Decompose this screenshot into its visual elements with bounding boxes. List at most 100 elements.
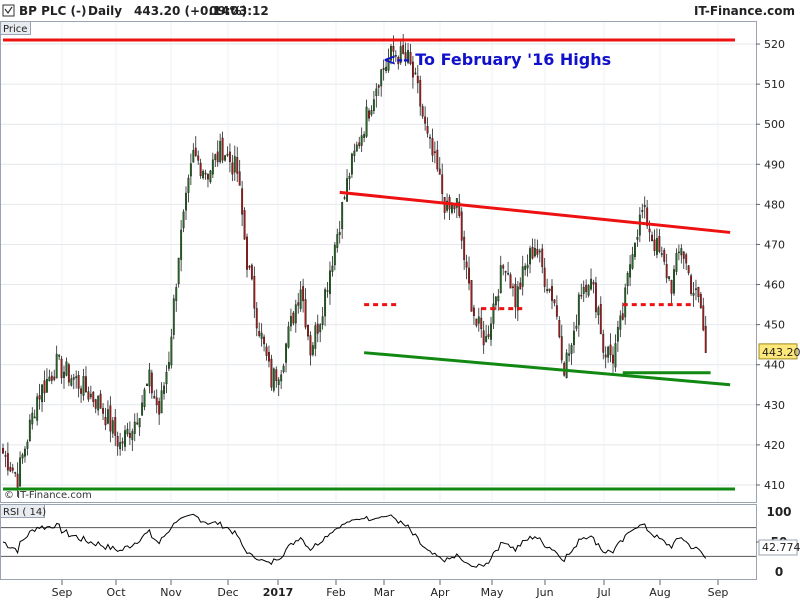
candle-up: [272, 368, 275, 391]
candle-up: [497, 295, 500, 302]
candle-up: [363, 134, 366, 138]
price-panel-tab[interactable]: [0, 21, 31, 35]
candle-down: [302, 286, 305, 302]
candle-up: [494, 296, 497, 306]
candle-down: [646, 207, 649, 227]
candle-up: [516, 286, 519, 311]
candle-down: [316, 323, 319, 334]
candle-down: [67, 364, 70, 383]
candle-down: [409, 51, 412, 65]
candle-down: [470, 280, 473, 312]
candle-down: [458, 201, 461, 216]
candle-down: [609, 344, 612, 356]
candle-down: [531, 247, 534, 259]
candle-down: [592, 281, 595, 285]
candle-up: [185, 192, 187, 211]
candle-up: [619, 315, 622, 330]
candle-up: [399, 46, 402, 63]
candle-up: [629, 264, 632, 278]
candle-down: [443, 196, 446, 213]
candle-down: [402, 45, 405, 54]
candle-down: [99, 393, 102, 409]
candle-up: [214, 154, 217, 160]
candle-up: [180, 229, 183, 260]
candle-down: [248, 265, 251, 268]
price-tick-label: 460: [764, 279, 785, 292]
rsi-line: [2, 513, 707, 568]
candle-down: [536, 248, 539, 255]
candle-up: [24, 448, 26, 457]
candle-down: [685, 254, 688, 264]
price-tick-label: 470: [764, 238, 785, 251]
candle-up: [333, 244, 336, 266]
candle-down: [102, 408, 104, 414]
candle-down: [258, 331, 261, 336]
candle-up: [370, 110, 373, 115]
candle-down: [404, 52, 407, 60]
candle-up: [143, 389, 146, 408]
candle-up: [348, 175, 351, 180]
candle-down: [9, 466, 12, 472]
candle-up: [36, 396, 39, 421]
rsi-panel-tab[interactable]: [0, 504, 45, 518]
candle-up: [233, 156, 236, 173]
channel-resistance-line: [339, 190, 731, 234]
candle-up: [360, 135, 363, 146]
price-panel-label: Price: [3, 24, 27, 35]
candle-down: [236, 157, 239, 174]
candle-down: [543, 267, 546, 287]
menu-square-icon[interactable]: [2, 4, 15, 17]
candle-down: [304, 299, 307, 328]
candle-up: [533, 247, 536, 257]
candle-down: [480, 317, 483, 330]
candle-down: [194, 147, 197, 156]
candle-up: [189, 163, 192, 177]
candle-down: [128, 432, 131, 438]
candle-up: [299, 289, 302, 309]
candle-up: [350, 153, 353, 175]
candle-down: [309, 335, 312, 356]
candle-down: [504, 271, 507, 273]
candle-up: [490, 323, 492, 340]
candle-down: [438, 168, 441, 175]
candle-down: [358, 142, 361, 147]
candle-up: [141, 402, 144, 416]
candle-up: [331, 265, 334, 272]
candle-down: [382, 67, 385, 70]
candle-down: [699, 293, 702, 309]
candle-up: [614, 343, 617, 368]
channel-support-line: [363, 351, 731, 387]
candle-down: [585, 284, 588, 293]
candle-down: [114, 417, 117, 436]
candle-up: [324, 289, 327, 317]
candle-up: [336, 234, 339, 248]
x-tick-label: Feb: [326, 586, 345, 599]
candle-up: [26, 441, 29, 449]
candle-down: [11, 467, 14, 471]
annotation-text: <-- To February '16 Highs: [383, 50, 611, 69]
candle-up: [526, 264, 529, 269]
candle-up: [48, 376, 51, 382]
header-symbol: BP PLC (-): [19, 4, 87, 18]
candle-down: [392, 45, 395, 52]
price-tick-label: 480: [764, 198, 785, 211]
candle-up: [390, 46, 392, 61]
candle-down: [94, 399, 97, 409]
candle-down: [602, 333, 605, 353]
x-tick-label: Aug: [649, 586, 670, 599]
candle-up: [407, 50, 409, 63]
candle-up: [311, 345, 314, 355]
candle-up: [55, 353, 58, 379]
candle-down: [431, 138, 434, 156]
candle-down: [465, 261, 468, 268]
candle-down: [228, 151, 231, 162]
candle-down: [599, 303, 602, 335]
candle-up: [655, 238, 658, 255]
candle-down: [43, 380, 46, 394]
candle-up: [260, 332, 263, 339]
candle-up: [387, 58, 390, 71]
candle-down: [38, 395, 41, 400]
candle-down: [553, 299, 556, 304]
candle-up: [111, 420, 114, 434]
candle-up: [626, 273, 629, 287]
